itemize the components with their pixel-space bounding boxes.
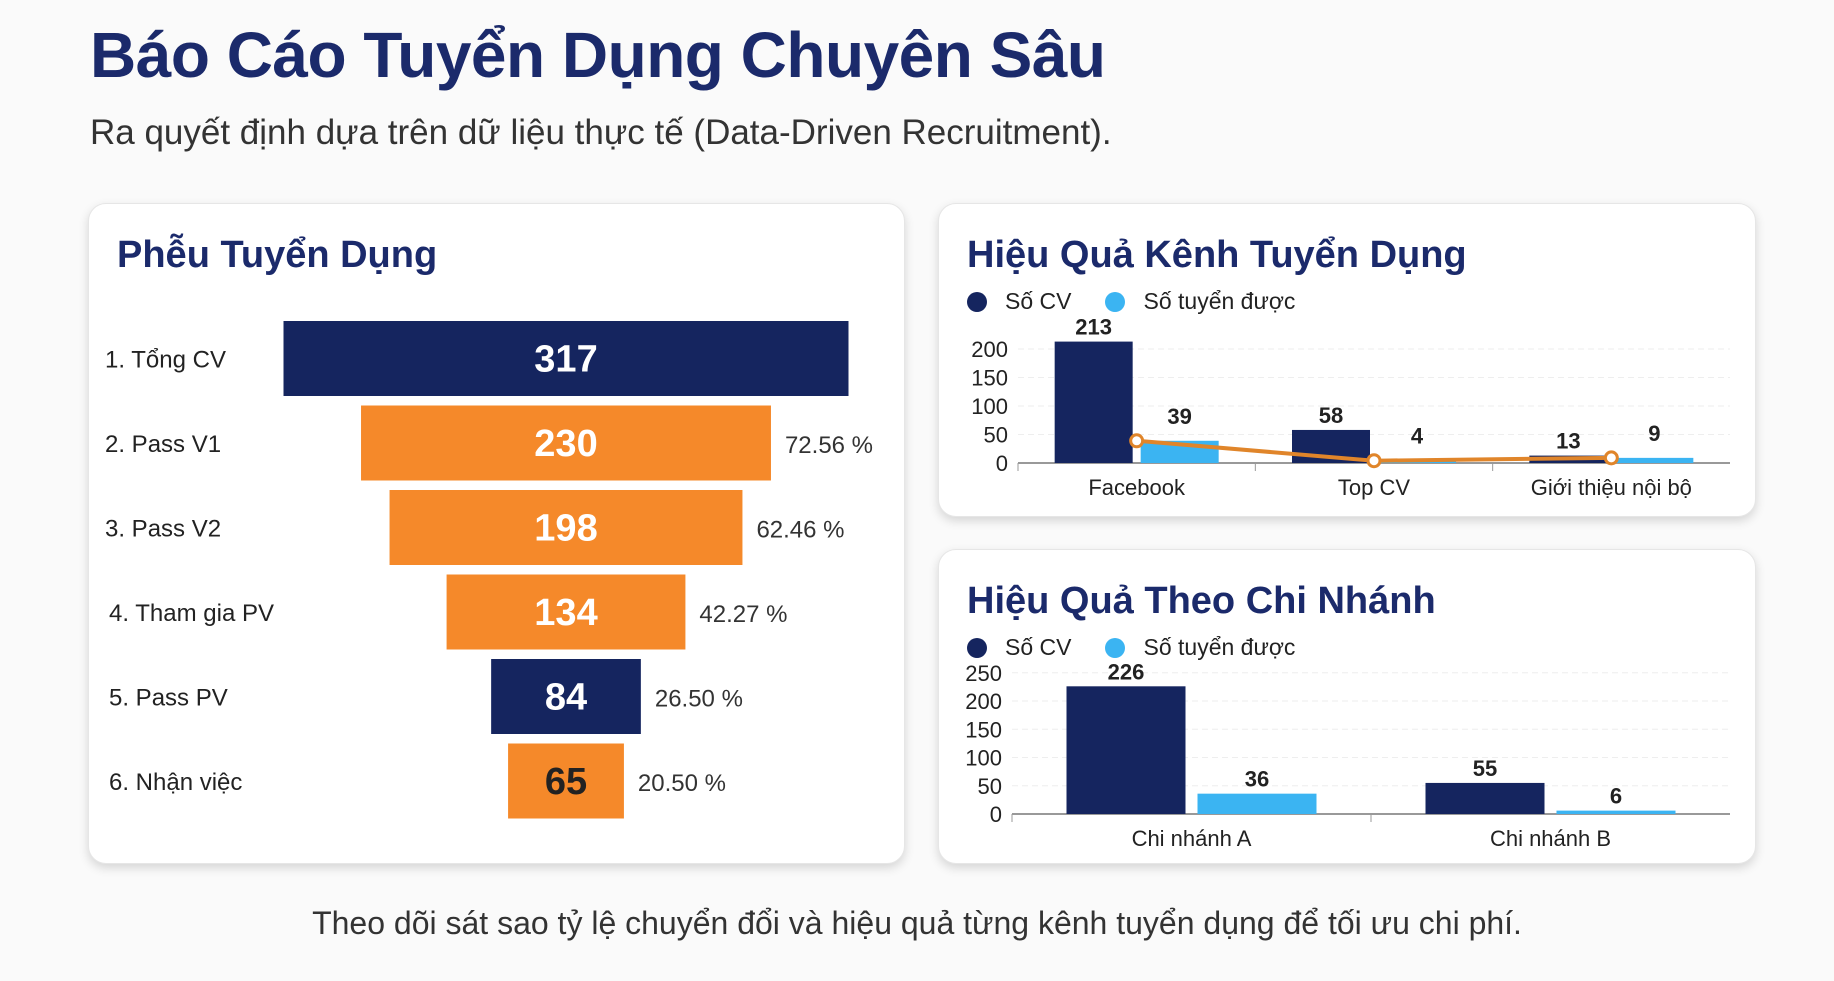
legend-dot-cv [967, 637, 987, 658]
data-label-hired: 39 [1167, 404, 1191, 429]
funnel-value: 65 [545, 761, 587, 803]
funnel-percent: 20.50 % [638, 770, 726, 797]
y-tick-label: 150 [965, 717, 1002, 742]
funnel-bar [389, 490, 743, 565]
y-tick-label: 0 [990, 802, 1002, 827]
legend-dot-hired [1105, 291, 1126, 312]
data-label-hired: 36 [1245, 767, 1269, 792]
data-label-hired: 9 [1648, 421, 1660, 446]
data-label-cv: 226 [1108, 659, 1145, 684]
bar-hired [1556, 810, 1676, 814]
x-category-label: Top CV [1338, 475, 1410, 500]
bar-hired [1615, 457, 1694, 463]
legend-cv: Số CV [1005, 288, 1072, 314]
data-label-cv: 58 [1319, 403, 1343, 428]
legend-dot-cv [967, 291, 987, 312]
branch-card: Hiệu Quả Theo Chi Nhánh Số CV Số tuyển đ… [938, 549, 1756, 864]
data-label-hired: 6 [1610, 784, 1622, 809]
y-tick-label: 150 [971, 366, 1008, 391]
x-category-label: Chi nhánh A [1132, 826, 1252, 851]
funnel-percent: 42.27 % [699, 601, 787, 628]
channel-card: Hiệu Quả Kênh Tuyển Dụng Số CV Số tuyển … [938, 203, 1756, 517]
channel-legend: Số CV Số tuyển được [967, 288, 1319, 315]
legend-hired: Số tuyển được [1143, 288, 1296, 314]
funnel-stage-label: 6. Nhận việc [109, 769, 242, 796]
y-tick-label: 200 [971, 337, 1008, 362]
funnel-value: 84 [545, 677, 587, 719]
y-tick-label: 50 [978, 774, 1002, 799]
funnel-stage-label: 5. Pass PV [109, 685, 228, 712]
footer-note: Theo dõi sát sao tỷ lệ chuyển đổi và hiệ… [312, 905, 1522, 941]
y-tick-label: 100 [965, 746, 1002, 771]
funnel-value: 134 [534, 592, 597, 634]
bar-cv [1066, 686, 1186, 814]
branch-chart: 0 50 100 150 200 250 226 36 Chi nhánh A 55 6 Chi nh… [965, 659, 1730, 851]
funnel-bar [361, 405, 771, 481]
funnel-stage-label: 1. Tổng CV [105, 347, 226, 374]
y-tick-label: 250 [965, 661, 1002, 686]
bar-cv [1425, 782, 1545, 814]
bar-cv [1054, 341, 1133, 463]
legend-dot-hired [1105, 637, 1126, 658]
funnel-stage-label: 2. Pass V1 [105, 431, 221, 458]
trend-marker [1129, 433, 1145, 449]
branch-title: Hiệu Quả Theo Chi Nhánh [967, 580, 1436, 622]
x-category-label: Facebook [1088, 475, 1186, 500]
y-tick-label: 100 [971, 394, 1008, 419]
x-category-label: Giới thiệu nội bộ [1531, 475, 1692, 500]
funnel-percent: 72.56 % [785, 432, 873, 459]
bar-hired [1197, 793, 1317, 814]
y-tick-label: 50 [984, 423, 1008, 448]
funnel-stage-label: 3. Pass V2 [105, 516, 221, 543]
page-subtitle: Ra quyết định dựa trên dữ liệu thực tế (… [90, 113, 1112, 152]
funnel-bar [446, 574, 686, 650]
page-title: Báo Cáo Tuyển Dụng Chuyên Sâu [90, 19, 1106, 91]
x-category-label: Chi nhánh B [1490, 826, 1611, 851]
funnel-chart: 317 1. Tổng CV 230 2. Pass V1 72.56 % 198 3. P… [105, 321, 873, 819]
funnel-value: 198 [534, 508, 597, 550]
trend-marker [1603, 450, 1619, 466]
funnel-percent: 26.50 % [655, 686, 743, 713]
channel-chart: 0 50 100 150 200 213 39 Facebook 58 4 Top CV 13 9 Giớ… [971, 315, 1730, 500]
data-label-cv: 213 [1075, 315, 1112, 340]
legend-hired: Số tuyển được [1143, 634, 1296, 660]
branch-legend: Số CV Số tuyển được [967, 634, 1319, 661]
funnel-stage-label: 4. Tham gia PV [109, 600, 274, 627]
funnel-percent: 62.46 % [756, 517, 844, 544]
funnel-title: Phễu Tuyển Dụng [117, 234, 438, 276]
funnel-bar [491, 659, 641, 734]
data-label-hired: 4 [1411, 424, 1424, 449]
y-tick-label: 200 [965, 689, 1002, 714]
funnel-bar [283, 321, 849, 396]
data-label-cv: 55 [1473, 756, 1497, 781]
legend-cv: Số CV [1005, 634, 1072, 660]
funnel-card: Phễu Tuyển Dụng 317 1. Tổng CV 230 2. Pass … [88, 203, 905, 864]
trend-marker [1366, 453, 1382, 469]
funnel-value: 317 [534, 339, 597, 381]
funnel-bar [508, 743, 624, 819]
funnel-value: 230 [534, 423, 597, 465]
y-tick-label: 0 [996, 451, 1008, 476]
data-label-cv: 13 [1556, 429, 1580, 454]
channel-title: Hiệu Quả Kênh Tuyển Dụng [967, 234, 1467, 276]
